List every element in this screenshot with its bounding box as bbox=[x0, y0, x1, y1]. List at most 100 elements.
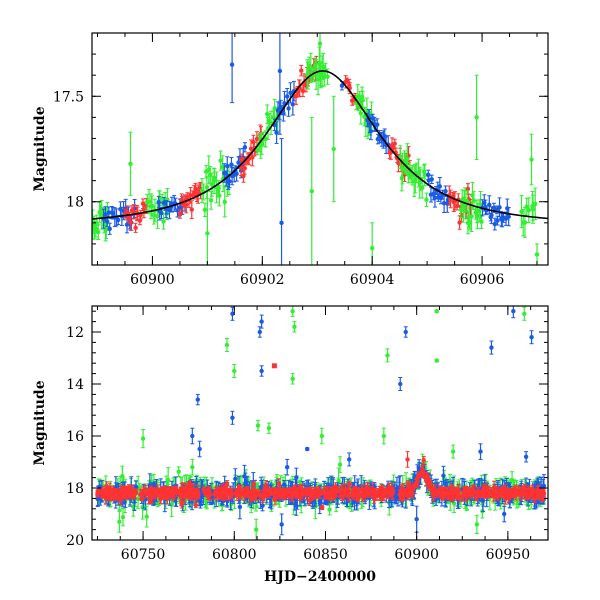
bottom-point-1214 bbox=[269, 487, 274, 496]
bottom-point-1509 bbox=[398, 377, 403, 391]
bottom-point-1450 bbox=[308, 487, 314, 497]
bottom-point-1479 bbox=[445, 490, 450, 499]
bottom-x-tick-label: 60800 bbox=[212, 547, 257, 563]
top-point-343 bbox=[497, 197, 502, 218]
bottom-point-1508 bbox=[403, 326, 408, 338]
bottom-point-1500 bbox=[195, 393, 200, 406]
bottom-panel: 60750 60800 60850 60900 60950 12 14 16 18 20 Mag… bbox=[32, 305, 549, 585]
bottom-point-1511 bbox=[434, 358, 439, 363]
bottom-point-1120 bbox=[100, 485, 106, 499]
bottom-point-1527 bbox=[414, 505, 419, 533]
bottom-point-1456 bbox=[322, 487, 328, 499]
bottom-point-1495 bbox=[232, 364, 237, 378]
top-y-tick-label: 18 bbox=[66, 195, 84, 211]
top-point-366 bbox=[529, 133, 534, 186]
top-point-5 bbox=[96, 224, 101, 241]
bottom-point-1419 bbox=[201, 485, 206, 494]
top-point-264 bbox=[400, 152, 405, 185]
bottom-point-1376 bbox=[513, 489, 518, 501]
top-point-250 bbox=[392, 138, 397, 149]
bottom-point-1454 bbox=[282, 488, 287, 496]
top-point-207 bbox=[344, 77, 350, 84]
bottom-x-axis-title: HJD−2400000 bbox=[264, 569, 376, 585]
top-point-112 bbox=[222, 186, 227, 218]
bottom-point-1493 bbox=[224, 338, 230, 352]
bottom-point-1423 bbox=[95, 491, 100, 498]
bottom-point-1466 bbox=[405, 485, 410, 495]
bottom-point-1482 bbox=[332, 487, 338, 499]
bottom-point-1307 bbox=[419, 468, 425, 477]
top-point-363 bbox=[331, 95, 336, 203]
bottom-point-1483 bbox=[355, 486, 360, 499]
top-x-ticks: 60900 60902 60904 60906 bbox=[96, 33, 538, 288]
top-point-96 bbox=[202, 202, 208, 218]
top-point-17 bbox=[106, 206, 112, 219]
top-point-362 bbox=[309, 116, 314, 265]
bottom-x-tick-label: 60850 bbox=[303, 547, 348, 563]
bottom-point-1383 bbox=[293, 489, 298, 499]
bottom-point-1449 bbox=[153, 487, 158, 500]
top-point-311 bbox=[465, 183, 471, 195]
top-x-tick-label: 60900 bbox=[130, 272, 175, 288]
bottom-point-1458 bbox=[534, 491, 539, 500]
bottom-point-1480 bbox=[158, 488, 163, 499]
bottom-point-1330 bbox=[194, 487, 199, 500]
bottom-point-1371 bbox=[474, 493, 479, 502]
top-point-364 bbox=[369, 222, 375, 265]
bottom-point-1457 bbox=[491, 487, 496, 498]
bottom-point-1290 bbox=[423, 472, 428, 479]
bottom-point-1496 bbox=[271, 363, 277, 369]
top-point-360 bbox=[229, 33, 235, 104]
bottom-point-1367 bbox=[373, 489, 378, 501]
top-point-46 bbox=[141, 201, 147, 219]
top-point-352 bbox=[522, 207, 528, 238]
bottom-y-tick-label: 14 bbox=[66, 377, 84, 393]
bottom-point-1366 bbox=[250, 483, 256, 496]
top-panel: 60900 60902 60904 60906 17.5 18 Magnitude bbox=[32, 32, 549, 288]
top-plot-frame bbox=[91, 32, 549, 266]
bottom-point-1358 bbox=[526, 487, 531, 499]
bottom-y-axis-title: Magnitude bbox=[32, 380, 48, 465]
bottom-point-1437 bbox=[234, 489, 239, 496]
top-point-205 bbox=[325, 68, 330, 85]
bottom-point-1512 bbox=[489, 340, 494, 355]
top-point-299 bbox=[448, 189, 453, 209]
bottom-point-1421 bbox=[263, 480, 269, 491]
bottom-point-1520 bbox=[478, 443, 483, 460]
bottom-y-tick-label: 16 bbox=[66, 429, 84, 445]
bottom-point-1348 bbox=[276, 478, 282, 489]
bottom-point-1429 bbox=[456, 491, 461, 499]
bottom-point-1490 bbox=[230, 306, 235, 321]
top-point-86 bbox=[189, 200, 194, 219]
bottom-point-1513 bbox=[511, 306, 516, 319]
top-point-359 bbox=[279, 137, 284, 265]
bottom-point-1519 bbox=[450, 444, 456, 459]
bottom-point-1514 bbox=[522, 306, 527, 321]
top-point-237 bbox=[375, 118, 380, 131]
bottom-point-1510 bbox=[434, 309, 439, 314]
bottom-point-1533 bbox=[502, 505, 507, 523]
bottom-point-1434 bbox=[278, 488, 283, 499]
top-point-18 bbox=[107, 222, 112, 235]
top-point-173 bbox=[291, 80, 297, 102]
top-point-281 bbox=[424, 192, 429, 207]
bottom-point-1364 bbox=[470, 487, 475, 497]
top-data-points bbox=[92, 33, 540, 265]
bottom-x-tick-label: 60750 bbox=[121, 547, 166, 563]
bottom-point-1474 bbox=[241, 487, 247, 498]
bottom-point-1472 bbox=[325, 488, 331, 498]
top-point-43 bbox=[137, 215, 143, 226]
bottom-point-1489 bbox=[479, 492, 485, 499]
bottom-point-1471 bbox=[182, 489, 187, 496]
top-point-365 bbox=[474, 74, 479, 161]
bottom-point-1502 bbox=[255, 419, 261, 432]
bottom-point-1488 bbox=[187, 484, 193, 496]
bottom-y-tick-label: 18 bbox=[66, 481, 84, 497]
bottom-point-1494 bbox=[259, 365, 264, 377]
bottom-point-1416 bbox=[463, 489, 469, 503]
top-y-axis-title: Magnitude bbox=[32, 106, 48, 191]
bottom-point-1524 bbox=[190, 458, 195, 476]
bottom-point-1505 bbox=[197, 440, 202, 458]
bottom-point-1528 bbox=[279, 513, 284, 536]
